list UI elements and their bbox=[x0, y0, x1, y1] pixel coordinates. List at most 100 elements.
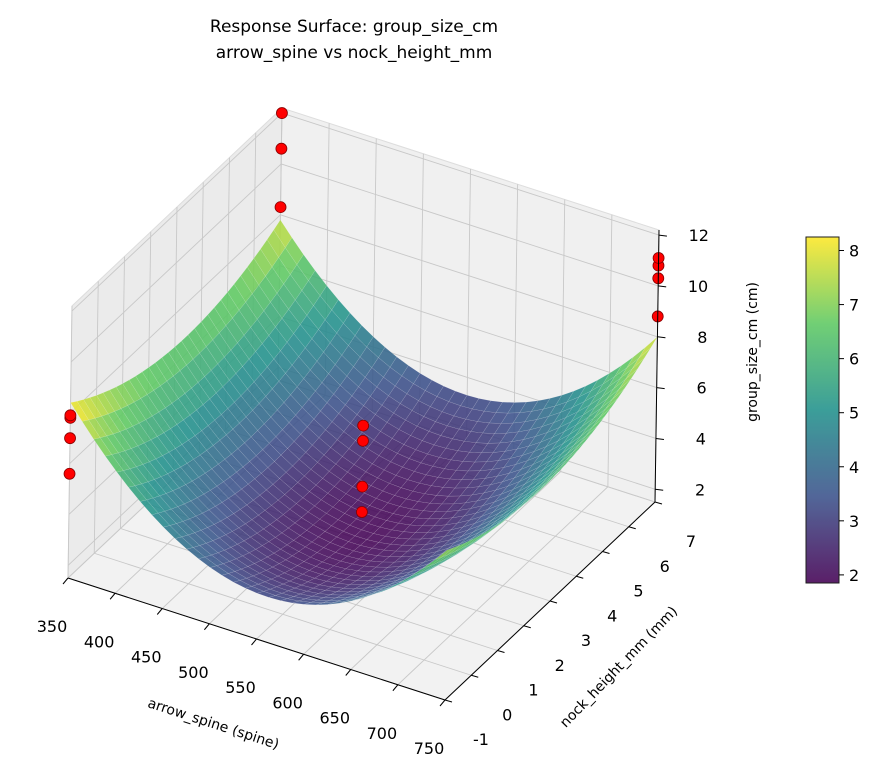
z-tick-label: 6 bbox=[696, 379, 706, 398]
data-point bbox=[63, 467, 76, 480]
grid-line bbox=[281, 112, 660, 236]
surface-patch bbox=[585, 416, 605, 436]
z-tick-label: 12 bbox=[689, 226, 709, 245]
y-tick-label: 1 bbox=[528, 681, 538, 700]
z-tick bbox=[658, 234, 667, 237]
data-point bbox=[274, 201, 287, 214]
grid-line bbox=[70, 163, 282, 363]
scatter-points-behind bbox=[63, 409, 77, 480]
z-tick bbox=[657, 336, 666, 339]
surface-patch bbox=[533, 478, 552, 496]
y-tick-label: 5 bbox=[633, 582, 643, 601]
x-tick-label: 600 bbox=[272, 693, 303, 712]
y-tick-label: 7 bbox=[686, 532, 696, 551]
x-tick bbox=[203, 623, 210, 631]
data-point bbox=[357, 434, 369, 447]
x-axis-label: arrow_spine (spine) bbox=[146, 695, 281, 753]
x-tick bbox=[392, 684, 399, 692]
y-axis-label: nock_height_mm (mm) bbox=[557, 603, 681, 731]
chart-title: Response Surface: group_size_cm bbox=[210, 17, 498, 37]
surface-patch bbox=[493, 513, 513, 529]
surface-patch bbox=[467, 531, 487, 546]
surface-patch bbox=[500, 508, 520, 524]
grid-line bbox=[280, 214, 658, 338]
grid-line bbox=[70, 214, 281, 414]
z-tick-label: 2 bbox=[695, 480, 705, 499]
data-point bbox=[275, 142, 288, 155]
z-axis-line bbox=[654, 229, 660, 503]
surface-patch bbox=[506, 503, 526, 519]
y-tick-label: 4 bbox=[607, 606, 617, 625]
surface-patch bbox=[598, 398, 618, 419]
y-tick-label: -1 bbox=[473, 730, 489, 749]
colorbar-tick-label: 5 bbox=[849, 404, 859, 423]
y-tick bbox=[549, 600, 558, 604]
colorbar-tick-label: 3 bbox=[849, 512, 859, 531]
z-axis-label: group_size_cm (cm) bbox=[745, 282, 761, 422]
y-tick-label: 2 bbox=[555, 656, 565, 675]
y-tick bbox=[602, 551, 610, 554]
x-tick bbox=[345, 669, 352, 676]
grid-line bbox=[94, 552, 472, 676]
y-tick bbox=[628, 526, 636, 530]
response-surface bbox=[70, 219, 658, 606]
surface-patch bbox=[519, 491, 539, 508]
y-tick bbox=[654, 501, 663, 505]
colorbar-gradient bbox=[805, 236, 840, 584]
grid-line bbox=[279, 265, 657, 389]
colorbar: 2 3 4 5 6 7 8 bbox=[805, 236, 859, 585]
z-tick-label: 4 bbox=[696, 429, 706, 448]
surface-patch bbox=[612, 378, 632, 400]
grid-line bbox=[71, 112, 283, 312]
x-tick-label: 350 bbox=[37, 617, 68, 636]
surface-patch bbox=[435, 547, 454, 560]
z-tick bbox=[658, 285, 667, 288]
data-point bbox=[64, 409, 77, 422]
y-tick bbox=[576, 575, 584, 579]
colorbar-tick-label: 8 bbox=[849, 242, 859, 261]
y-tick bbox=[497, 650, 505, 653]
y-tick bbox=[471, 674, 479, 678]
z-tick-label: 10 bbox=[688, 277, 708, 296]
x-tick bbox=[298, 653, 305, 661]
colorbar-tick-label: 7 bbox=[849, 296, 859, 315]
z-tick-label: 8 bbox=[697, 328, 707, 347]
z-tick bbox=[656, 387, 665, 390]
surface-patch bbox=[461, 535, 480, 549]
data-point bbox=[64, 432, 76, 445]
data-point bbox=[357, 419, 370, 432]
grid-line bbox=[281, 163, 659, 287]
x-tick bbox=[251, 638, 257, 646]
x-tick-label: 700 bbox=[367, 724, 398, 743]
x-tick bbox=[62, 577, 69, 585]
colorbar-tick-label: 2 bbox=[849, 566, 859, 585]
data-point bbox=[356, 506, 368, 518]
y-tick-label: 6 bbox=[660, 557, 670, 576]
z-tick bbox=[655, 437, 664, 440]
surface-patch bbox=[441, 544, 461, 558]
y-tick bbox=[444, 699, 453, 703]
data-point bbox=[276, 107, 288, 119]
x-tick-label: 650 bbox=[319, 709, 350, 728]
chart-subtitle: arrow_spine vs nock_height_mm bbox=[216, 43, 493, 63]
z-tick bbox=[655, 488, 664, 491]
x-tick-label: 500 bbox=[178, 663, 209, 682]
y-tick-label: 3 bbox=[581, 631, 591, 650]
x-tick-label: 450 bbox=[131, 648, 162, 667]
x-tick-label: 750 bbox=[414, 739, 445, 758]
surface-patch bbox=[565, 442, 585, 461]
grid-line bbox=[607, 214, 613, 487]
colorbar-tick-label: 6 bbox=[849, 350, 859, 369]
x-tick-label: 400 bbox=[84, 632, 115, 651]
x-tick-label: 550 bbox=[225, 678, 256, 697]
surface-patch bbox=[546, 464, 566, 483]
x-tick bbox=[156, 608, 163, 615]
x-tick bbox=[439, 699, 446, 707]
y-tick bbox=[523, 625, 531, 629]
surface-patch bbox=[559, 449, 579, 469]
y-tick-label: 0 bbox=[502, 705, 512, 724]
colorbar-tick-label: 4 bbox=[849, 458, 859, 477]
x-tick bbox=[109, 592, 116, 600]
